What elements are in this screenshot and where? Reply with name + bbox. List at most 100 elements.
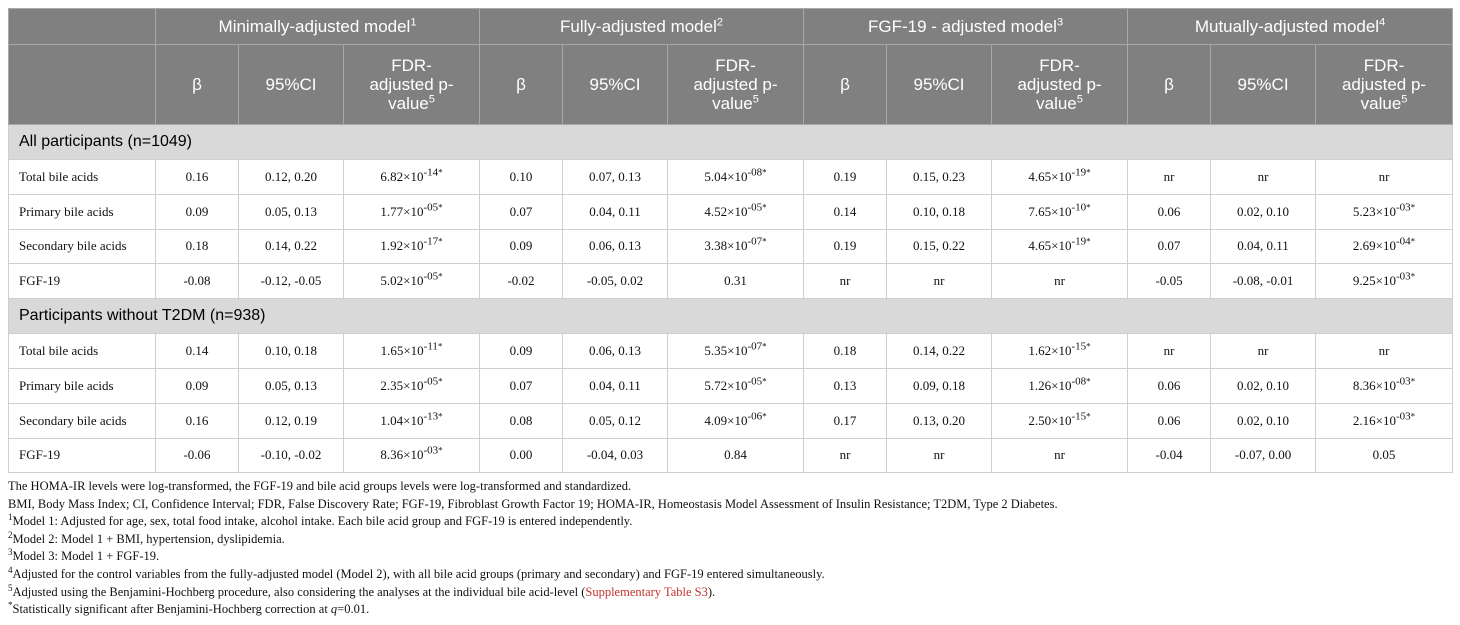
footnote-text: =0.01. bbox=[337, 602, 370, 617]
significance-mark: * bbox=[438, 167, 443, 178]
cell: 0.04, 0.11 bbox=[562, 367, 668, 404]
column-row: β 95%CI FDR-adjusted p-value5 β 95%CI FDR-adj… bbox=[8, 44, 1454, 125]
cell: 0.13 bbox=[803, 367, 888, 404]
p-base: 2.50×10 bbox=[1028, 412, 1072, 428]
p-base: 5.04×10 bbox=[704, 168, 748, 184]
cell: 0.18 bbox=[155, 228, 239, 265]
row-label: Total bile acids bbox=[8, 159, 156, 195]
significance-mark: * bbox=[762, 202, 767, 213]
group-title: Fully-adjusted model bbox=[560, 16, 717, 36]
cell: 0.10, 0.18 bbox=[886, 193, 993, 230]
p-exponent: -05 bbox=[747, 375, 763, 388]
footnote-marker: * bbox=[8, 600, 13, 610]
p-value-cell: 1.26×10-08* bbox=[991, 367, 1129, 404]
significance-mark: * bbox=[1086, 341, 1091, 352]
section-row: All participants (n=1049) bbox=[7, 124, 1454, 160]
data-row: Secondary bile acids 0.18 0.14, 0.22 1.92×1… bbox=[8, 228, 1454, 265]
data-row: FGF-19 -0.06 -0.10, -0.02 8.36×10-03* 0.00 -0… bbox=[8, 437, 1454, 474]
cell: 0.15, 0.23 bbox=[886, 159, 993, 195]
column-header: 95%CI bbox=[1210, 44, 1317, 125]
cell: 0.09, 0.18 bbox=[886, 367, 993, 404]
p-value-cell: 5.35×10-07* bbox=[666, 333, 805, 369]
cell: -0.08, -0.01 bbox=[1210, 263, 1317, 300]
p-base: 8.36×10 bbox=[380, 447, 424, 463]
p-value-cell: 7.65×10-10* bbox=[991, 193, 1129, 230]
p-base: 6.82×10 bbox=[380, 168, 424, 184]
cell: nr bbox=[991, 437, 1129, 474]
cell: nr bbox=[1210, 333, 1317, 369]
cell: nr bbox=[991, 263, 1129, 300]
cell: 0.14 bbox=[155, 333, 239, 369]
footnote-link[interactable]: Supplementary Table S3 bbox=[585, 584, 708, 599]
footnote-text: q bbox=[330, 602, 338, 617]
column-title: β bbox=[516, 74, 526, 94]
column-title: FDR-adjusted p-value bbox=[369, 55, 454, 113]
table-wrap: Minimally-adjusted model1 Fully-adjusted … bbox=[7, 8, 1454, 474]
p-exponent: -03 bbox=[423, 445, 439, 458]
group-header: Mutually-adjusted model4 bbox=[1127, 8, 1454, 45]
cell: 0.10 bbox=[479, 159, 563, 195]
p-exponent: -15 bbox=[1071, 410, 1087, 423]
p-base: 4.65×10 bbox=[1028, 168, 1072, 184]
cell: 0.04, 0.11 bbox=[562, 193, 668, 230]
cell: 0.07 bbox=[479, 193, 563, 230]
p-base: 9.25×10 bbox=[1352, 273, 1396, 289]
significance-mark: * bbox=[438, 446, 443, 457]
column-header: 95%CI bbox=[562, 44, 668, 125]
column-header: FDR-adjusted p-value5 bbox=[343, 44, 480, 125]
footnote-text: BMI, Body Mass Index; CI, Confidence Int… bbox=[8, 496, 1058, 511]
cell: 0.19 bbox=[803, 228, 888, 265]
corner-cell bbox=[8, 8, 156, 45]
footnote-ref: 5 bbox=[428, 92, 435, 105]
group-title: FGF-19 - adjusted model bbox=[867, 16, 1057, 36]
p-value-cell: 5.04×10-08* bbox=[666, 159, 805, 195]
cell: 0.02, 0.10 bbox=[1210, 402, 1317, 439]
data-row: FGF-19 -0.08 -0.12, -0.05 5.02×10-05* -0.02-… bbox=[8, 263, 1454, 300]
cell: 0.02, 0.10 bbox=[1210, 367, 1317, 404]
column-header: β bbox=[1127, 44, 1212, 125]
p-exponent: -10 bbox=[1071, 201, 1087, 214]
table-body: All participants (n=1049) Total bile acid… bbox=[7, 124, 1454, 474]
data-row: Secondary bile acids 0.16 0.12, 0.19 1.04×1… bbox=[8, 402, 1454, 439]
p-base: 5.02×10 bbox=[380, 273, 424, 289]
p-value-cell: 3.38×10-07* bbox=[666, 228, 805, 265]
column-title: 95%CI bbox=[913, 74, 965, 94]
table-head: Minimally-adjusted model1 Fully-adjusted … bbox=[8, 8, 1454, 125]
footnote-ref: 1 bbox=[410, 15, 417, 28]
footnote: BMI, Body Mass Index; CI, Confidence Int… bbox=[8, 496, 1452, 514]
p-base: 8.36×10 bbox=[1352, 377, 1396, 393]
footnote: The HOMA-IR levels were log-transformed,… bbox=[8, 478, 1452, 496]
row-label: Secondary bile acids bbox=[8, 228, 156, 265]
footnote-text: Model 3: Model 1 + FGF-19. bbox=[12, 549, 160, 564]
cell: 0.09 bbox=[155, 193, 239, 230]
p-exponent: -03 bbox=[1395, 410, 1411, 423]
p-exponent: -03 bbox=[1395, 201, 1411, 214]
cell: 0.09 bbox=[479, 228, 563, 265]
p-value-cell: 4.52×10-05* bbox=[666, 193, 805, 230]
p-value-cell: 5.02×10-05* bbox=[343, 263, 480, 300]
p-exponent: -11 bbox=[423, 340, 438, 353]
header-box: FDR-adjusted p-value5 bbox=[693, 56, 779, 113]
cell: -0.10, -0.02 bbox=[238, 437, 344, 474]
row-label: Primary bile acids bbox=[8, 367, 156, 404]
p-base: 5.23×10 bbox=[1352, 203, 1396, 219]
significance-mark: * bbox=[438, 237, 443, 248]
p-value-cell: 4.65×10-19* bbox=[991, 159, 1129, 195]
footnote-ref: 5 bbox=[1076, 92, 1083, 105]
cell: 0.19 bbox=[803, 159, 888, 195]
significance-mark: * bbox=[762, 167, 767, 178]
cell: 0.07, 0.13 bbox=[562, 159, 668, 195]
p-exponent: -17 bbox=[423, 236, 439, 249]
cell: 0.08 bbox=[479, 402, 563, 439]
cell: nr bbox=[1315, 333, 1454, 369]
p-exponent: -14 bbox=[423, 166, 439, 179]
significance-mark: * bbox=[1086, 376, 1091, 387]
footnote-text: Model 1: Adjusted for age, sex, total fo… bbox=[12, 514, 633, 529]
p-value-cell: 1.77×10-05* bbox=[343, 193, 480, 230]
cell: 0.15, 0.22 bbox=[886, 228, 993, 265]
cell: 0.06 bbox=[1127, 367, 1212, 404]
p-base: 1.62×10 bbox=[1028, 343, 1072, 359]
p-exponent: -05 bbox=[423, 270, 439, 283]
cell: 0.13, 0.20 bbox=[886, 402, 993, 439]
column-title: FDR-adjusted p-value bbox=[1341, 55, 1427, 113]
